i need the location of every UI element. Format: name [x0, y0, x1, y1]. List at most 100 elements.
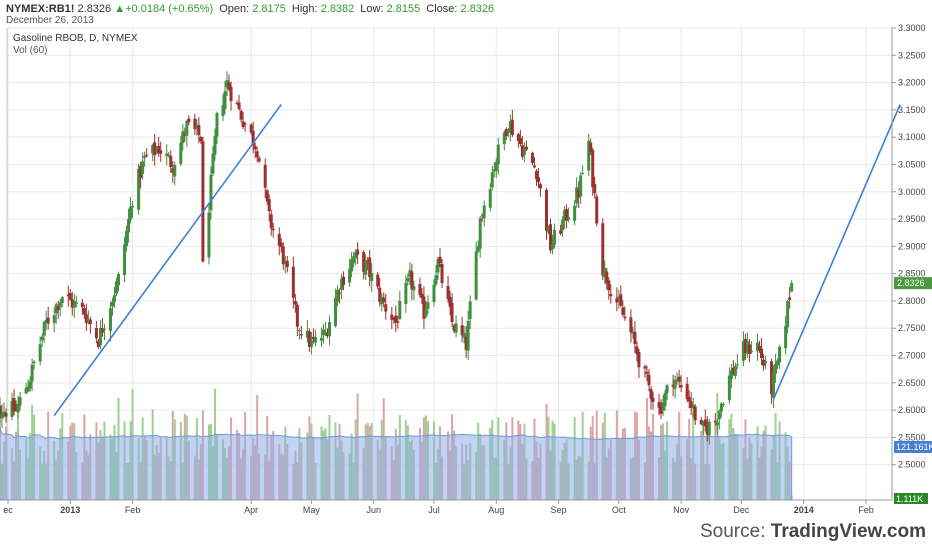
candle-body	[305, 330, 309, 338]
candle-body	[679, 385, 683, 388]
candle-body	[581, 173, 585, 175]
time-tick-label: Oct	[612, 505, 627, 515]
candle-body	[370, 272, 374, 281]
candle-body	[424, 309, 428, 317]
candle-body	[46, 317, 50, 324]
open-label: Open:	[219, 3, 250, 15]
candle-body	[221, 105, 225, 116]
time-axis[interactable]: ec 2013 Feb Apr May Jun Jul Aug Sep Oct Nov Dec 2014…	[3, 499, 892, 515]
candle-body	[788, 297, 792, 300]
candle-body	[201, 141, 205, 262]
candle-body	[58, 302, 62, 308]
candle-body	[561, 219, 565, 231]
plot-frame	[6, 27, 893, 501]
price-change: +0.0184 (+0.65%)	[125, 3, 214, 15]
candle-body	[366, 260, 370, 262]
candle-body	[657, 402, 661, 408]
price-tick-label: 3.3000	[898, 23, 926, 33]
candle-body	[687, 396, 691, 402]
candle-body	[84, 314, 88, 324]
candle-body	[340, 279, 344, 290]
candle-body	[311, 336, 315, 340]
candle-body	[257, 157, 261, 162]
time-tick-label: Feb	[858, 505, 874, 515]
candle-body	[549, 224, 553, 251]
candle-body	[350, 259, 354, 272]
candle-body	[98, 327, 102, 346]
time-tick-label: Sep	[551, 505, 567, 515]
candle-body	[492, 169, 496, 172]
candle-body	[699, 420, 703, 425]
candle-body	[488, 189, 492, 208]
candle-body	[129, 206, 133, 220]
candle-body	[645, 371, 649, 374]
candle-body	[356, 249, 360, 255]
price-axis[interactable]: 3.3000 3.2500 3.2000 3.1500 3.1000 3.0500 3.00…	[891, 23, 926, 500]
candle-body	[713, 420, 717, 422]
candle-body	[157, 145, 161, 154]
price-header: NYMEX:RB1! 2.8326 ▲+0.0184 (+0.65%) Open:…	[6, 3, 494, 15]
candle-body	[404, 282, 408, 305]
candle-body	[587, 140, 591, 171]
candle-body	[225, 80, 229, 88]
candle-body	[577, 190, 581, 198]
price-tick-label: 3.0500	[898, 159, 926, 169]
candle-body	[496, 144, 500, 165]
candle-body	[701, 422, 705, 426]
candle-body	[213, 136, 217, 155]
candle-body	[309, 340, 313, 347]
candle-body	[102, 328, 106, 330]
candle-body	[195, 125, 199, 128]
price-tick-label: 2.7500	[898, 323, 926, 333]
candle-body	[277, 234, 281, 246]
candle-body	[167, 154, 171, 156]
candle-body	[619, 294, 623, 306]
up-arrow-icon: ▲	[114, 3, 126, 15]
time-tick-label: Aug	[488, 505, 504, 515]
candle-body	[593, 183, 597, 194]
candle-body	[685, 383, 689, 400]
candle-body	[88, 319, 92, 324]
candle-body	[631, 332, 635, 334]
candle-body	[729, 370, 733, 380]
candlesticks	[0, 71, 794, 445]
candle-body	[181, 131, 185, 144]
candle-body	[110, 301, 114, 307]
candle-body	[591, 150, 595, 188]
candle-body	[243, 123, 247, 125]
candle-body	[603, 268, 607, 278]
candle-body	[532, 165, 536, 168]
trend-lines[interactable]	[53, 103, 901, 417]
price-tag-bg	[894, 277, 932, 290]
volume-tag-bg	[894, 441, 932, 453]
candle-body	[743, 339, 747, 354]
symbol: NYMEX:RB1!	[6, 3, 75, 15]
price-tag-label: 2.8326	[897, 278, 925, 288]
candle-body	[323, 332, 327, 334]
candle-body	[623, 316, 627, 319]
candle-body	[629, 317, 633, 333]
close-label: Close:	[426, 3, 458, 15]
candle-body	[450, 302, 454, 323]
candle-body	[263, 164, 267, 188]
candle-body	[762, 359, 766, 366]
price-tick-label: 2.5500	[898, 432, 926, 442]
candle-body	[56, 306, 60, 311]
candle-body	[171, 168, 175, 173]
candle-body	[508, 121, 512, 133]
candle-body	[281, 246, 285, 265]
candle-body	[392, 318, 396, 320]
candle-body	[575, 187, 579, 204]
price-tick-label: 2.6000	[898, 405, 926, 415]
candle-body	[74, 302, 78, 305]
candle-body	[764, 360, 768, 364]
header-date: December 26, 2013	[6, 15, 94, 26]
time-tick-label: Jun	[366, 505, 381, 515]
candle-body	[179, 142, 183, 164]
candle-body	[559, 230, 563, 234]
candle-body	[745, 341, 749, 354]
candle-body	[776, 360, 780, 366]
chart-title: Gasoline RBOB, D, NYMEX	[13, 33, 138, 44]
candle-body	[117, 273, 121, 286]
